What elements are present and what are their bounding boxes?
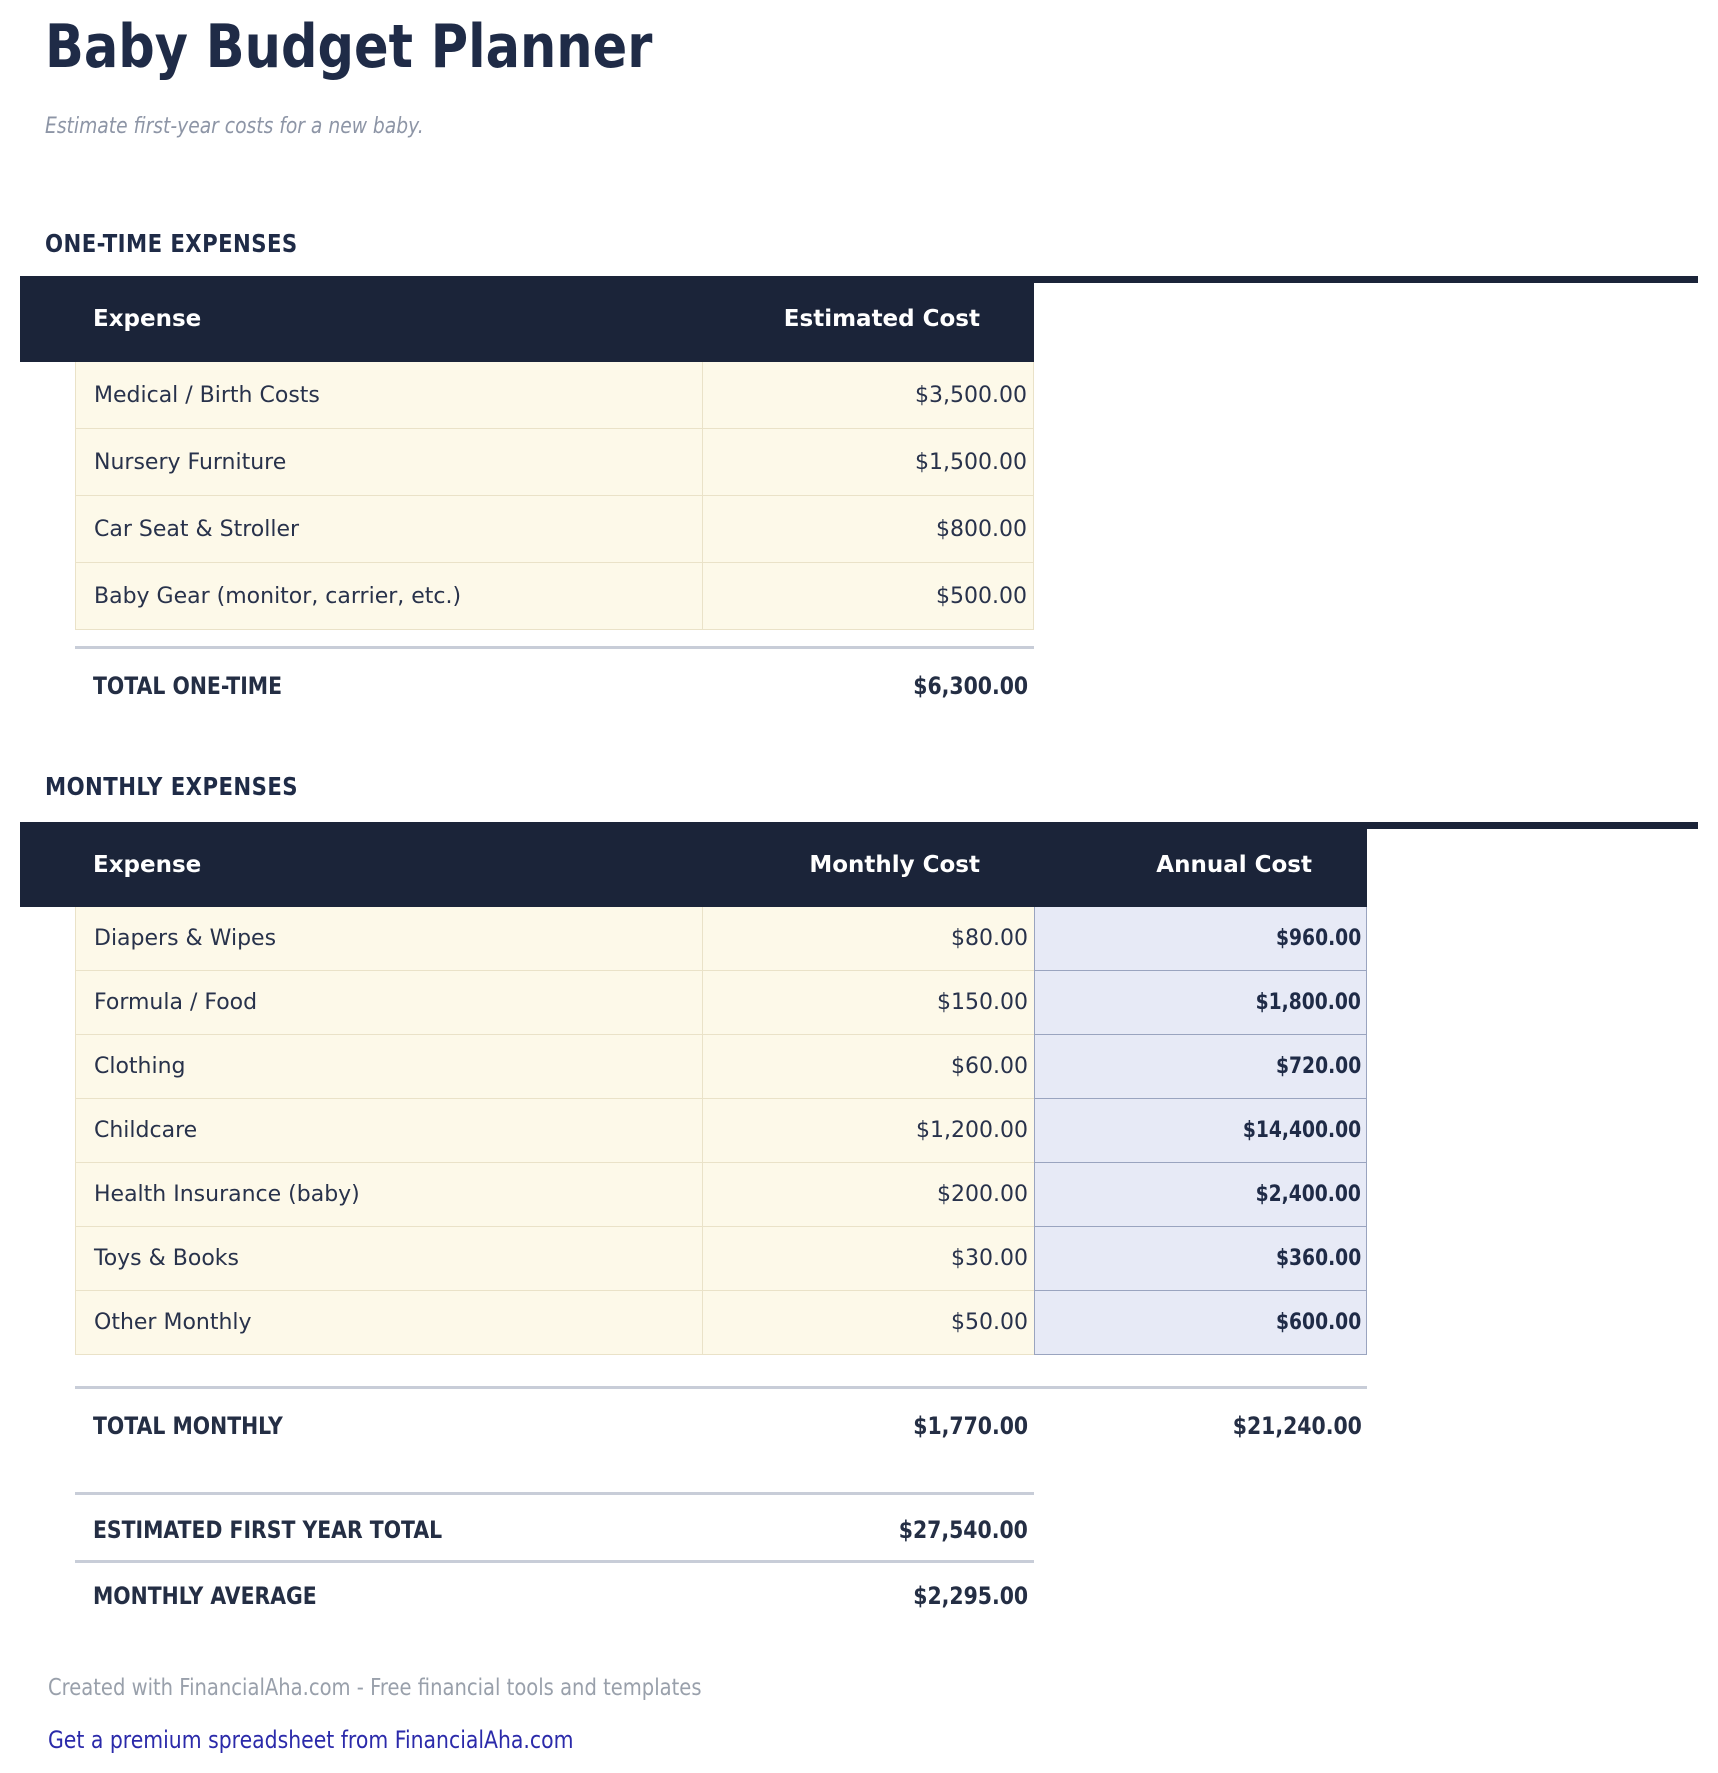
monthly-cost: $1,200.00	[702, 1099, 1034, 1163]
annual-cost-text: $600.00	[1275, 1310, 1361, 1335]
annual-cost-text: $1,800.00	[1255, 990, 1361, 1015]
premium-spreadsheet-link[interactable]: Get a premium spreadsheet from Financial…	[48, 1726, 666, 1754]
monthly-average-value: $2,295.00	[702, 1582, 1034, 1610]
annual-cost: $14,400.00	[1034, 1099, 1367, 1163]
column-header-expense: Expense	[93, 306, 202, 332]
monthly-cost: $150.00	[702, 971, 1034, 1035]
annual-cost-text: $360.00	[1275, 1246, 1361, 1271]
expense-label: Other Monthly	[75, 1291, 702, 1355]
total-monthly-row: TOTAL MONTHLY $1,770.00 $21,240.00	[75, 1402, 1367, 1450]
first-year-total-label: ESTIMATED FIRST YEAR TOTAL	[75, 1516, 702, 1544]
column-header-expense: Expense	[93, 851, 202, 878]
annual-cost-text: $2,400.00	[1255, 1182, 1361, 1207]
expense-cost: $1,500.00	[702, 429, 1034, 496]
monthly-table-body: Diapers & Wipes $80.00 $960.00 Formula /…	[75, 907, 1367, 1355]
annual-cost-text: $14,400.00	[1242, 1118, 1361, 1143]
section-heading-monthly: MONTHLY EXPENSES	[45, 770, 343, 804]
one-time-table-header: Expense Estimated Cost	[20, 276, 1034, 362]
annual-cost: $960.00	[1034, 907, 1367, 971]
footer-credit: Created with FinancialAha.com - Free fin…	[48, 1674, 817, 1702]
footer-premium-link-row: Get a premium spreadsheet from Financial…	[48, 1725, 666, 1755]
section-heading-monthly-text: MONTHLY EXPENSES	[45, 772, 298, 801]
section-heading-one-time: ONE-TIME EXPENSES	[45, 227, 342, 261]
monthly-average-label: MONTHLY AVERAGE	[75, 1582, 702, 1610]
annual-cost: $600.00	[1034, 1291, 1367, 1355]
total-one-time-label-text: TOTAL ONE-TIME	[93, 672, 283, 700]
annual-cost: $720.00	[1034, 1035, 1367, 1099]
page-subtitle: Estimate first-year costs for a new baby…	[45, 112, 491, 142]
annual-cost-text: $720.00	[1275, 1054, 1361, 1079]
total-one-time-row: TOTAL ONE-TIME $6,300.00	[75, 662, 1034, 710]
expense-label: Clothing	[75, 1035, 702, 1099]
monthly-average-value-text: $2,295.00	[913, 1582, 1028, 1610]
page-title: Baby Budget Planner	[45, 12, 760, 82]
expense-label: Diapers & Wipes	[75, 907, 702, 971]
monthly-table-header: Expense Monthly Cost Annual Cost	[20, 822, 1367, 907]
column-header-monthly-cost: Monthly Cost	[809, 851, 980, 878]
total-one-time-value: $6,300.00	[702, 672, 1034, 700]
total-monthly-label-text: TOTAL MONTHLY	[93, 1412, 283, 1440]
footer-credit-text: Created with FinancialAha.com - Free fin…	[48, 1675, 702, 1701]
annual-cost: $360.00	[1034, 1227, 1367, 1291]
expense-label: Nursery Furniture	[75, 429, 702, 496]
monthly-cost: $50.00	[702, 1291, 1034, 1355]
monthly-total-divider	[75, 1386, 1367, 1389]
total-monthly-value: $1,770.00	[702, 1412, 1034, 1440]
expense-label: Car Seat & Stroller	[75, 496, 702, 563]
first-year-total-divider	[75, 1492, 1034, 1495]
expense-label: Baby Gear (monitor, carrier, etc.)	[75, 563, 702, 630]
total-annual-value: $21,240.00	[1034, 1412, 1367, 1440]
monthly-average-row: MONTHLY AVERAGE $2,295.00	[75, 1572, 1034, 1620]
first-year-total-value-text: $27,540.00	[898, 1516, 1028, 1544]
premium-spreadsheet-link-text: Get a premium spreadsheet from Financial…	[48, 1726, 574, 1754]
monthly-cost: $200.00	[702, 1163, 1034, 1227]
total-one-time-label: TOTAL ONE-TIME	[75, 672, 702, 700]
first-year-total-label-text: ESTIMATED FIRST YEAR TOTAL	[93, 1516, 443, 1544]
first-year-total-value: $27,540.00	[702, 1516, 1034, 1544]
expense-label: Health Insurance (baby)	[75, 1163, 702, 1227]
expense-label: Medical / Birth Costs	[75, 362, 702, 429]
column-header-estimated-cost: Estimated Cost	[783, 306, 980, 332]
monthly-cost: $30.00	[702, 1227, 1034, 1291]
total-annual-value-text: $21,240.00	[1232, 1412, 1362, 1440]
expense-cost: $800.00	[702, 496, 1034, 563]
page-title-text: Baby Budget Planner	[45, 12, 653, 82]
total-monthly-label: TOTAL MONTHLY	[75, 1412, 702, 1440]
expense-label: Childcare	[75, 1099, 702, 1163]
monthly-cost: $60.00	[702, 1035, 1034, 1099]
expense-cost: $3,500.00	[702, 362, 1034, 429]
annual-cost: $2,400.00	[1034, 1163, 1367, 1227]
section-heading-one-time-text: ONE-TIME EXPENSES	[45, 229, 298, 258]
one-time-table-body: Medical / Birth Costs $3,500.00 Nursery …	[75, 362, 1034, 630]
one-time-total-divider	[75, 646, 1034, 649]
annual-cost: $1,800.00	[1034, 971, 1367, 1035]
monthly-cost: $80.00	[702, 907, 1034, 971]
expense-cost: $500.00	[702, 563, 1034, 630]
page-subtitle-text: Estimate first-year costs for a new baby…	[45, 114, 424, 139]
monthly-average-label-text: MONTHLY AVERAGE	[93, 1582, 317, 1610]
expense-label: Formula / Food	[75, 971, 702, 1035]
expense-label: Toys & Books	[75, 1227, 702, 1291]
total-monthly-value-text: $1,770.00	[913, 1412, 1028, 1440]
column-header-annual-cost: Annual Cost	[1156, 851, 1312, 878]
first-year-total-row: ESTIMATED FIRST YEAR TOTAL $27,540.00	[75, 1506, 1034, 1554]
total-one-time-value-text: $6,300.00	[913, 672, 1028, 700]
annual-cost-text: $960.00	[1275, 926, 1361, 951]
monthly-average-divider	[75, 1560, 1034, 1563]
